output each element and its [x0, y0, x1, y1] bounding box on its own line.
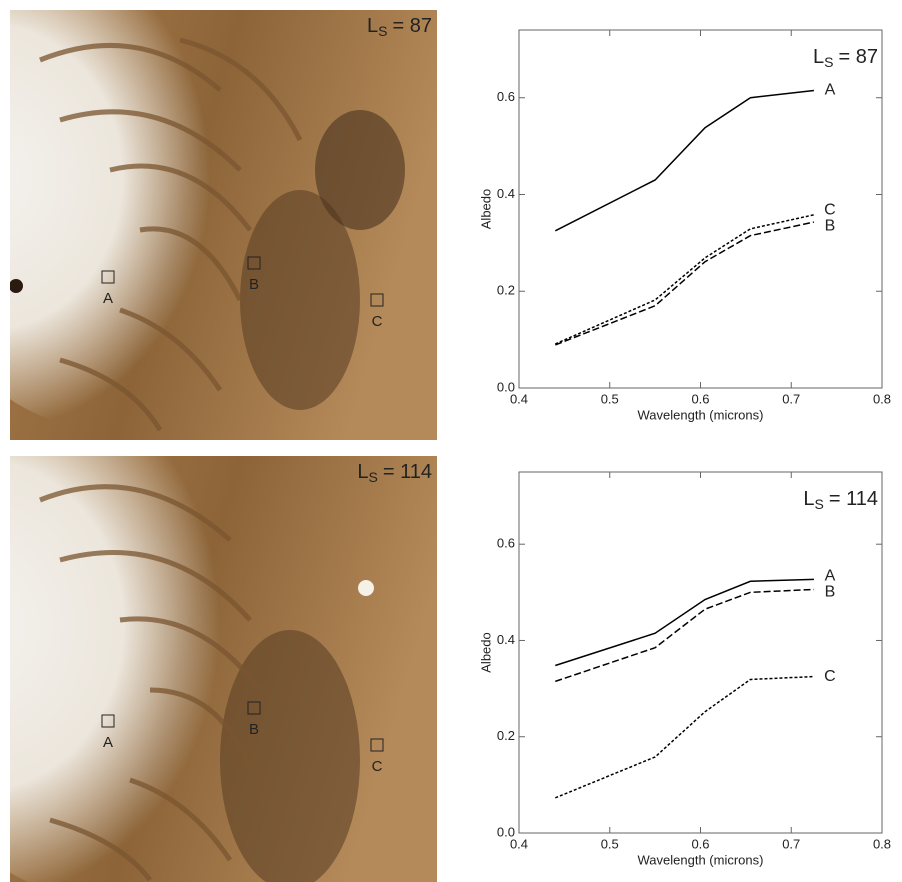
mars-image-top	[10, 10, 437, 440]
season-main: L	[803, 488, 814, 510]
y-tick-label: 0.0	[497, 824, 515, 839]
site-label: B	[249, 721, 259, 738]
season-main: L	[357, 461, 368, 483]
site-label: C	[372, 313, 383, 330]
season-label: LS = 114	[357, 461, 432, 484]
season-main: L	[367, 15, 378, 37]
plot-frame	[518, 471, 883, 834]
season-sub: S	[369, 469, 378, 485]
y-axis-label: Albedo	[478, 632, 493, 672]
season-rest: = 114	[383, 461, 432, 483]
line-series	[555, 588, 814, 683]
line-series	[555, 578, 814, 667]
site-box	[247, 256, 261, 270]
line-series	[554, 214, 815, 345]
mars-image-bottom	[10, 456, 437, 882]
x-tick-label: 0.8	[873, 391, 891, 406]
series-label: A	[825, 82, 836, 99]
y-tick-label: 0.2	[497, 283, 515, 298]
series-label: C	[824, 202, 836, 219]
season-main: L	[813, 46, 824, 68]
x-tick-label: 0.5	[601, 836, 619, 851]
x-tick-label: 0.6	[691, 836, 709, 851]
site-box	[370, 738, 384, 752]
site-label: A	[103, 290, 113, 307]
y-tick-label: 0.4	[497, 632, 515, 647]
season-label: LS = 87	[813, 46, 878, 69]
series-label: B	[825, 218, 836, 235]
site-label: B	[249, 276, 259, 293]
y-tick-label: 0.4	[497, 186, 515, 201]
site-label: A	[103, 734, 113, 751]
x-tick-label: 0.4	[510, 836, 528, 851]
site-box	[370, 293, 384, 307]
x-axis-label: Wavelength (microns)	[638, 852, 764, 867]
site-box	[247, 701, 261, 715]
x-tick-label: 0.4	[510, 391, 528, 406]
season-label: LS = 114	[803, 488, 878, 511]
y-tick-label: 0.6	[497, 89, 515, 104]
series-label: C	[824, 668, 836, 685]
x-tick-label: 0.6	[691, 391, 709, 406]
season-rest: = 87	[393, 15, 432, 37]
series-label: B	[825, 584, 836, 601]
x-tick-label: 0.7	[782, 836, 800, 851]
season-rest: = 114	[829, 488, 878, 510]
site-label: C	[372, 758, 383, 775]
season-sub: S	[815, 496, 824, 512]
season-label: LS = 87	[367, 15, 432, 38]
x-tick-label: 0.5	[601, 391, 619, 406]
season-rest: = 87	[839, 46, 878, 68]
y-tick-label: 0.0	[497, 379, 515, 394]
season-sub: S	[824, 54, 833, 70]
site-box	[101, 714, 115, 728]
line-series	[555, 221, 815, 346]
line-series	[554, 89, 815, 232]
series-label: A	[825, 568, 836, 585]
x-axis-label: Wavelength (microns)	[638, 407, 764, 422]
x-tick-label: 0.7	[782, 391, 800, 406]
y-tick-label: 0.6	[497, 536, 515, 551]
site-box	[101, 270, 115, 284]
line-series	[555, 675, 814, 799]
y-axis-label: Albedo	[478, 189, 493, 229]
y-tick-label: 0.2	[497, 728, 515, 743]
x-tick-label: 0.8	[873, 836, 891, 851]
season-sub: S	[378, 23, 387, 39]
